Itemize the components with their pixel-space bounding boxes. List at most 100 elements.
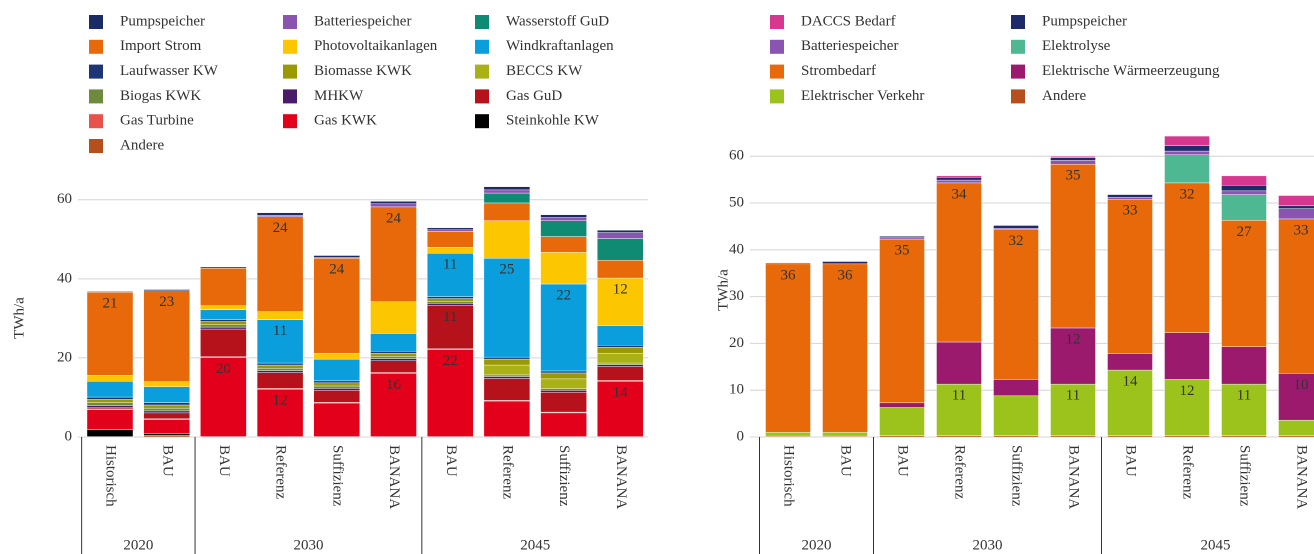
bar-segment (1107, 194, 1153, 198)
bar-segment (86, 402, 134, 406)
group-label: 2045 (520, 537, 550, 553)
bar-segment (370, 333, 417, 352)
legend-swatch (770, 15, 784, 29)
legend-label: Wasserstoff GuD (506, 13, 609, 29)
bar-segment (143, 386, 190, 403)
bar-segment (879, 236, 925, 238)
bar-segment (597, 352, 644, 364)
data-label: 12 (273, 393, 288, 409)
bar-segment (993, 435, 1039, 438)
bar-segment (540, 392, 587, 413)
bar-segment (1107, 435, 1153, 438)
bar-segment (313, 358, 360, 382)
bar-segment (1050, 156, 1096, 158)
legend-swatch (89, 114, 103, 129)
bar-segment (1164, 145, 1210, 152)
bar-segment (1221, 175, 1267, 186)
bar-segment (1221, 435, 1267, 438)
bar-segment (143, 402, 190, 406)
data-label: 35 (1066, 168, 1081, 184)
bar-segment (1278, 373, 1314, 421)
bar-segment (822, 263, 868, 433)
bar-segment (370, 201, 417, 204)
bar-segment (143, 290, 190, 382)
data-label: 12 (1180, 383, 1195, 399)
bar-segment (256, 388, 304, 437)
bar-segment (256, 319, 304, 364)
bar-segment (313, 380, 360, 384)
y-tick-label: 10 (729, 382, 744, 398)
bar-segment (1050, 435, 1096, 438)
data-label: 11 (443, 309, 457, 325)
bar-segment (1221, 194, 1267, 221)
bar-segment (256, 372, 304, 389)
bar-segment (540, 236, 587, 253)
x-tick-label: Suffizienz (556, 445, 572, 507)
legend-label: BECCS KW (506, 63, 583, 79)
bar-segment (597, 366, 644, 381)
y-axis-title: TWh/a (11, 297, 27, 339)
bar-segment (370, 301, 417, 334)
bar-segment (370, 203, 417, 208)
legend-swatch (1011, 39, 1025, 54)
bar-segment (200, 267, 247, 306)
bar-segment (597, 362, 644, 365)
bar-segment (1164, 135, 1210, 146)
bar-segment (370, 206, 417, 302)
bar-segment (1107, 353, 1153, 371)
bar-segment (765, 432, 811, 437)
data-label: 14 (1123, 374, 1139, 390)
legend-swatch (89, 89, 103, 104)
bar-segment (256, 362, 304, 366)
data-label: 33 (1123, 203, 1138, 219)
x-tick-label: BANANA (1066, 445, 1082, 509)
bar-segment (822, 432, 868, 437)
legend-label: Import Strom (120, 38, 202, 54)
bar-segment (1164, 379, 1210, 436)
x-tick-label: Referenz (499, 445, 515, 499)
bar-segment (313, 402, 360, 437)
data-label: 36 (781, 267, 797, 283)
bar-segment (143, 404, 190, 409)
bar-segment (483, 400, 531, 437)
bar-segment (143, 435, 190, 438)
legend-label: DACCS Bedarf (801, 13, 896, 29)
data-label: 32 (1009, 233, 1024, 249)
bar-segment (200, 321, 247, 325)
bar-segment (1107, 197, 1153, 200)
bar-segment (1164, 154, 1210, 184)
bar-segment (256, 370, 304, 373)
x-tick-label: Suffizienz (329, 445, 345, 507)
x-tick-label: BAU (1123, 445, 1139, 477)
bar-segment (427, 301, 474, 304)
bar-segment (86, 375, 134, 382)
bar-segment (370, 358, 417, 361)
bar-segment (370, 356, 417, 359)
bar-segment (256, 368, 304, 371)
bar-segment (1278, 218, 1314, 374)
y-tick-label: 40 (729, 241, 744, 257)
data-label: 34 (952, 186, 968, 202)
legend-label: Gas GuD (506, 88, 562, 104)
x-tick-label: Historisch (103, 445, 119, 507)
data-label: 21 (103, 296, 118, 312)
legend-swatch (283, 15, 297, 29)
data-label: 16 (386, 377, 402, 393)
bar-segment (483, 202, 531, 221)
bar-segment (143, 433, 190, 436)
bar-segment (597, 230, 644, 233)
bar-segment (483, 376, 531, 379)
bar-segment (1107, 369, 1153, 436)
legend-label: Batteriespeicher (314, 13, 411, 29)
y-tick-label: 0 (65, 428, 73, 444)
legend-swatch (770, 39, 784, 54)
bar-segment (1050, 163, 1096, 329)
bar-segment (427, 349, 474, 437)
x-tick-label: Suffizienz (1009, 445, 1025, 507)
bar-segment (313, 388, 360, 391)
legend-label: Biomasse KWK (314, 63, 412, 79)
bar-segment (483, 192, 531, 204)
bar-segment (936, 175, 982, 178)
bar-segment (200, 266, 247, 269)
x-tick-label: Suffizienz (1237, 445, 1253, 507)
